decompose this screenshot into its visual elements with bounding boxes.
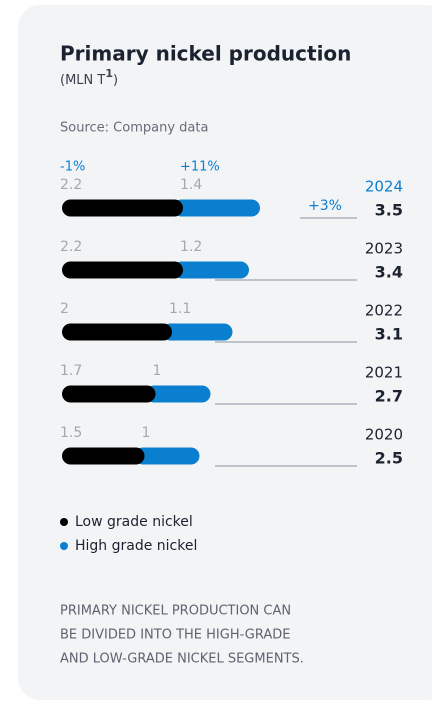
year-label: 2024	[365, 178, 403, 196]
value-label: 1.7	[60, 363, 82, 379]
chart-title: Primary nickel production	[60, 42, 351, 66]
value-label: 1.2	[180, 239, 202, 255]
total-label: 3.4	[375, 263, 403, 282]
legend-label: High grade nickel	[75, 538, 197, 554]
subtitle-text: (MLN T	[60, 73, 105, 88]
year-label: 2023	[365, 240, 403, 258]
note-line: PRIMARY NICKEL PRODUCTION CAN	[60, 604, 291, 619]
value-label: 2	[60, 301, 69, 317]
bar-high	[145, 385, 211, 403]
value-label: 1.1	[169, 301, 191, 317]
annotation: +11%	[180, 160, 220, 175]
bar-high	[173, 199, 260, 217]
total-label: 2.5	[375, 449, 403, 468]
bar-low	[62, 385, 156, 403]
total-label: 3.5	[375, 201, 403, 220]
legend-dot	[60, 518, 68, 526]
bar-low	[62, 323, 172, 341]
value-label: 1.4	[180, 177, 202, 193]
year-label: 2021	[365, 364, 403, 382]
source: Source: Company data	[60, 121, 208, 136]
bar-low	[62, 261, 183, 279]
bar-high	[134, 447, 200, 465]
bar-low	[62, 199, 183, 217]
legend-dot	[60, 542, 68, 550]
annotation: +3%	[308, 198, 342, 214]
bar-high	[162, 323, 233, 341]
year-label: 2020	[365, 426, 403, 444]
value-label: 2.2	[60, 177, 82, 193]
subtitle-close: )	[113, 73, 118, 88]
footnote-mark: 1	[105, 67, 113, 80]
card	[18, 5, 432, 700]
bar-low	[62, 447, 145, 465]
value-label: 2.2	[60, 239, 82, 255]
value-label: 1	[142, 425, 151, 441]
year-label: 2022	[365, 302, 403, 320]
chart-subtitle: (MLN T1)	[60, 67, 118, 88]
annotation: -1%	[60, 160, 85, 175]
bar-high	[173, 261, 249, 279]
total-label: 2.7	[375, 387, 403, 406]
note-line: BE DIVIDED INTO THE HIGH-GRADE	[60, 628, 290, 643]
total-label: 3.1	[375, 325, 403, 344]
value-label: 1	[153, 363, 162, 379]
value-label: 1.5	[60, 425, 82, 441]
legend-label: Low grade nickel	[75, 514, 193, 530]
note-line: AND LOW-GRADE NICKEL SEGMENTS.	[60, 652, 304, 667]
